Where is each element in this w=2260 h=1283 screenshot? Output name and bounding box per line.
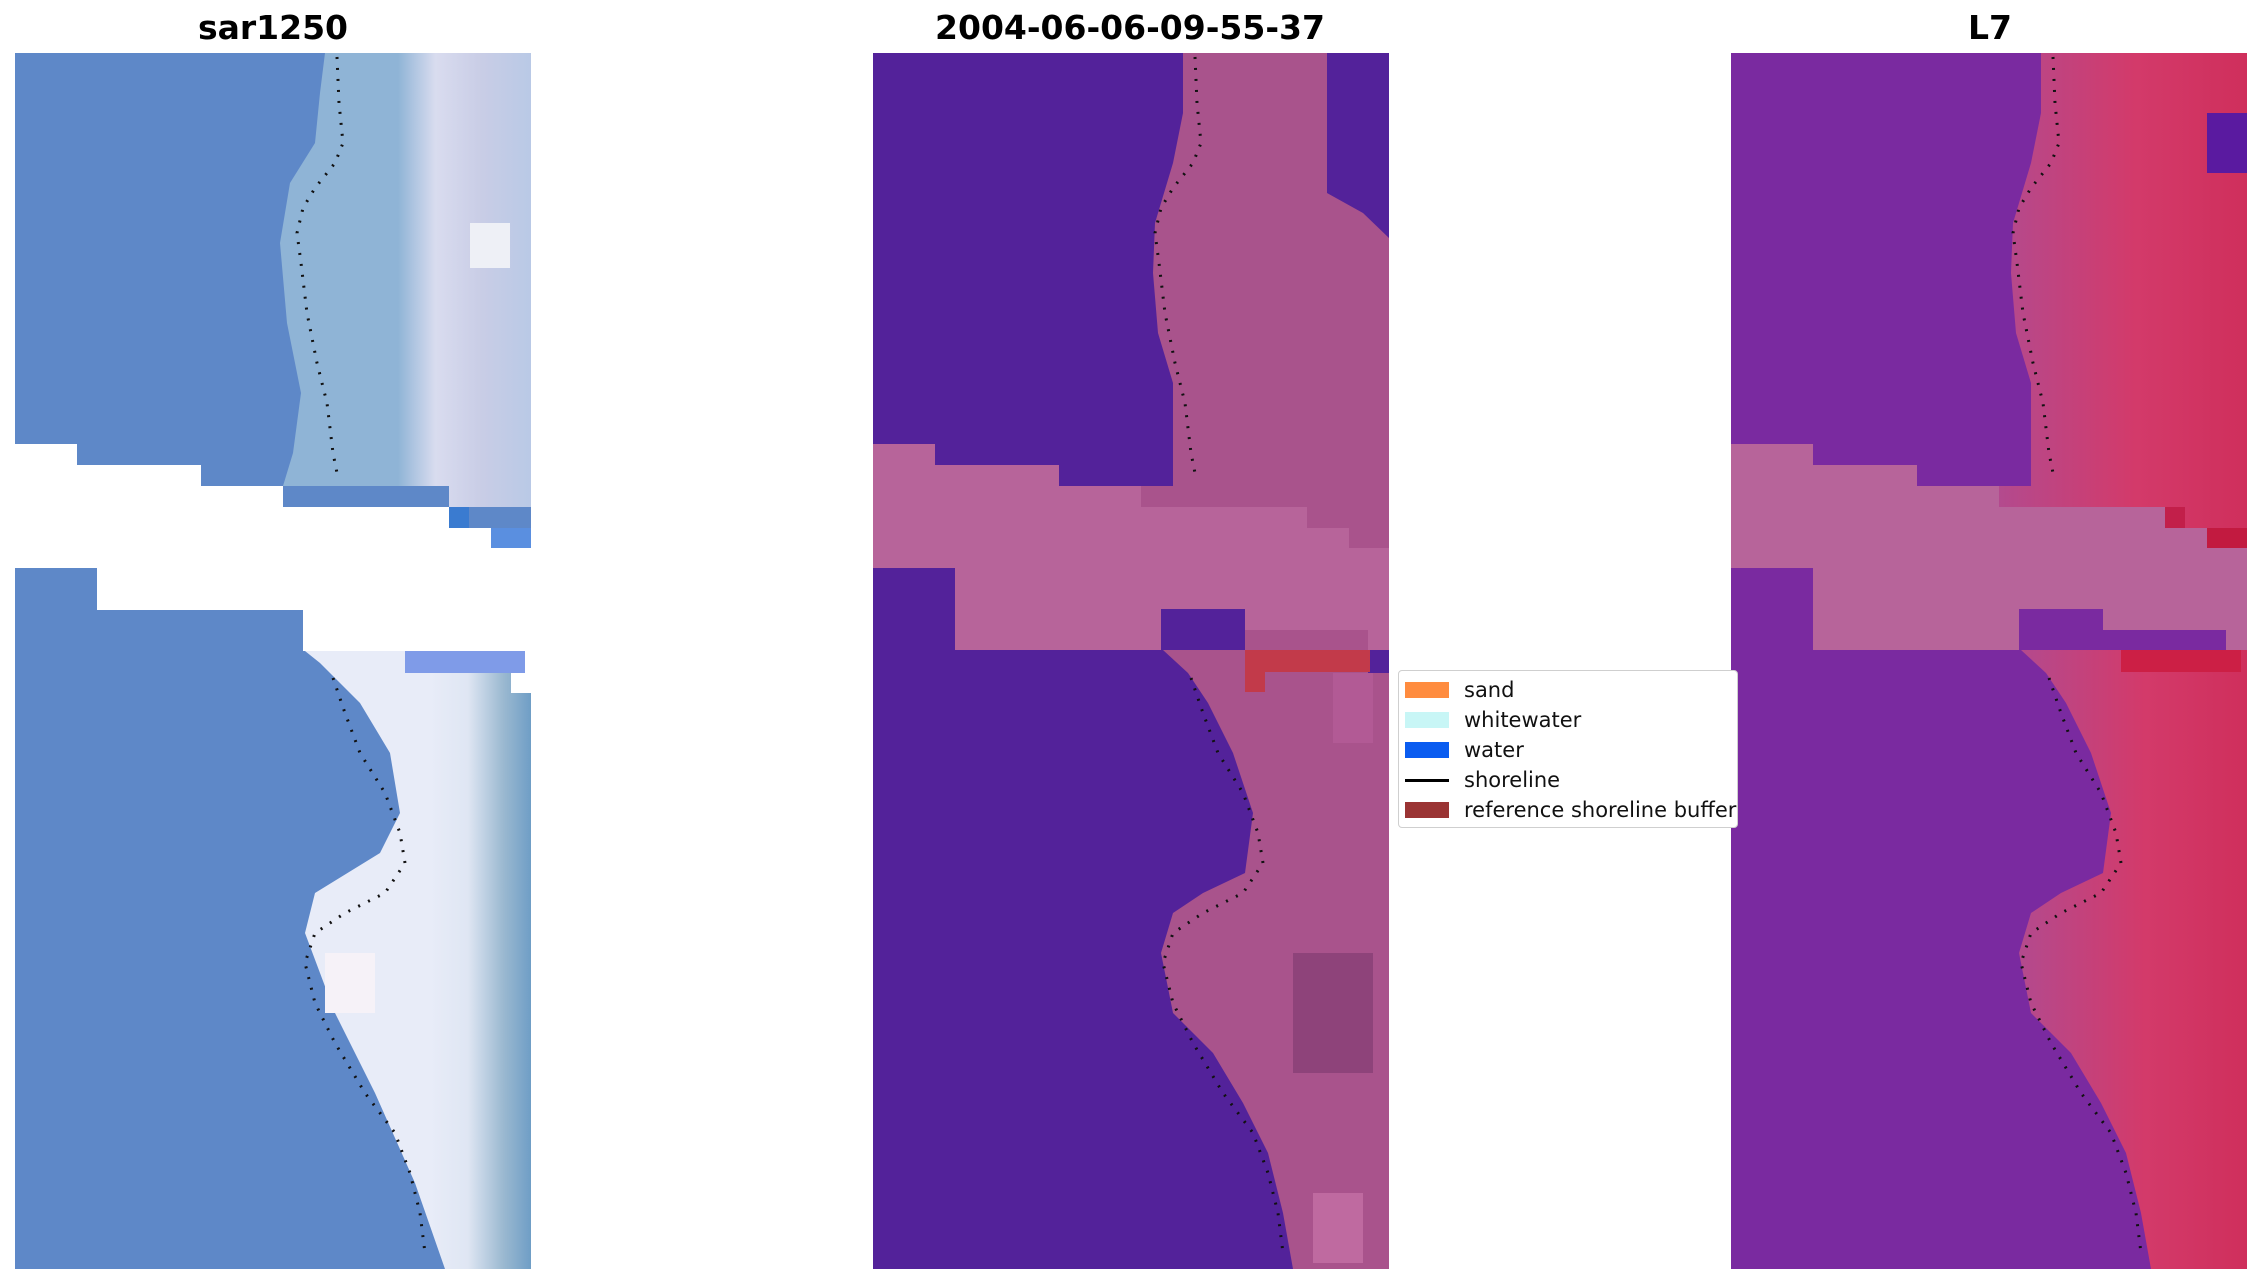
legend-swatch-water (1405, 742, 1449, 758)
shoreline (1153, 56, 1203, 474)
sar1250-image (15, 53, 531, 1269)
shoreline (2011, 56, 2061, 474)
panel-title-date: 2004-06-06-09-55-37 (935, 8, 1325, 47)
shoreline (2019, 677, 2143, 1254)
classified-image (873, 53, 1389, 1269)
land-region (2019, 650, 2247, 1269)
land-region (1141, 53, 1389, 548)
legend-item-shoreline: shoreline (1405, 765, 1560, 795)
buffer-strip (2121, 650, 2241, 672)
shoreline (1161, 677, 1285, 1254)
buffer-patch (1245, 650, 1370, 672)
cloud-mask-region (1731, 444, 2247, 650)
legend-item-whitewater: whitewater (1405, 705, 1581, 735)
legend-item-sand: sand (1405, 675, 1514, 705)
l7-image-panel (1731, 53, 2247, 1269)
land-region (305, 651, 531, 1269)
land-region (280, 53, 531, 507)
sar1250-image-panel (15, 53, 531, 1269)
dark-pixel (2165, 507, 2185, 528)
dark-pixel (449, 507, 469, 528)
shoreline (295, 56, 345, 474)
legend-swatch-whitewater (1405, 712, 1449, 728)
legend-swatch-shoreline (1405, 778, 1449, 782)
panel-title-sar1250: sar1250 (197, 8, 349, 47)
dark-pixel (491, 528, 531, 548)
land-shade (1333, 673, 1373, 743)
land-shade (1293, 953, 1373, 1073)
cloud-mask-region (873, 444, 1389, 650)
land-region (1999, 53, 2247, 548)
legend-item-reference-shoreline-buffer: reference shoreline buffer (1405, 795, 1736, 825)
bright-patch (325, 953, 375, 1013)
land-shade (1313, 1193, 1363, 1263)
legend-swatch-sand (1405, 682, 1449, 698)
legend-swatch-buffer (1405, 802, 1449, 818)
legend-item-water: water (1405, 735, 1524, 765)
legend: sand whitewater water shoreline referenc… (1398, 670, 1738, 828)
bright-patch (470, 223, 510, 268)
dark-pixel (2207, 113, 2247, 173)
shoreline (303, 677, 427, 1254)
land-region (1161, 630, 1389, 1269)
classified-image-panel (873, 53, 1389, 1269)
buffer-patch (1245, 672, 1265, 692)
l7-image (1731, 53, 2247, 1269)
dark-pixel (2207, 528, 2247, 548)
panel-title-l7: L7 (1968, 8, 2012, 47)
colored-strip (405, 651, 525, 673)
